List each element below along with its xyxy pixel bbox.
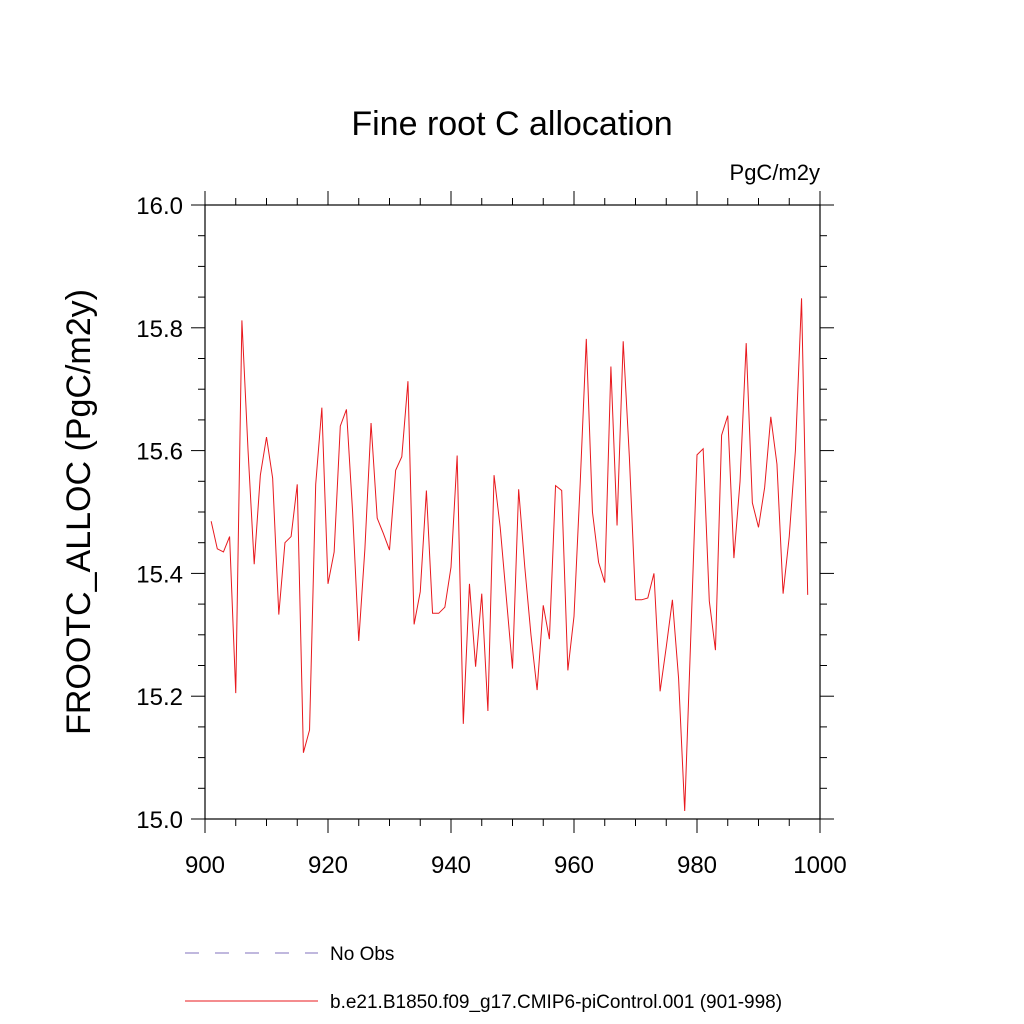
x-tick-label: 980 bbox=[677, 852, 717, 879]
x-tick-label: 900 bbox=[185, 852, 225, 879]
legend-label-no-obs: No Obs bbox=[330, 944, 394, 965]
y-tick-label: 15.0 bbox=[136, 807, 183, 834]
y-tick-label: 15.6 bbox=[136, 439, 183, 466]
series-line bbox=[210, 298, 809, 812]
x-tick-label: 920 bbox=[308, 852, 348, 879]
y-axis-label: FROOTC_ALLOC (PgC/m2y) bbox=[60, 289, 98, 735]
y-tick-label: 16.0 bbox=[136, 193, 183, 220]
y-tick-label: 15.8 bbox=[136, 316, 183, 343]
chart-title: Fine root C allocation bbox=[351, 105, 672, 143]
plot-frame bbox=[204, 204, 821, 820]
units-label: PgC/m2y bbox=[730, 160, 820, 185]
tick-labels: 900 920 940 960 980 1000 15.0 15.2 15.4 15.6 15.8 1… bbox=[136, 193, 846, 879]
y-tick-label: 15.4 bbox=[136, 561, 183, 588]
legend: No Obs b.e21.B1850.f09_g17.CMIP6-piContr… bbox=[185, 944, 782, 1013]
x-tick-label: 940 bbox=[431, 852, 471, 879]
x-tick-label: 1000 bbox=[793, 852, 846, 879]
y-tick-label: 15.2 bbox=[136, 684, 183, 711]
legend-label-model: b.e21.B1850.f09_g17.CMIP6-piControl.001 … bbox=[330, 992, 782, 1013]
x-tick-label: 960 bbox=[554, 852, 594, 879]
ticks bbox=[191, 191, 834, 833]
